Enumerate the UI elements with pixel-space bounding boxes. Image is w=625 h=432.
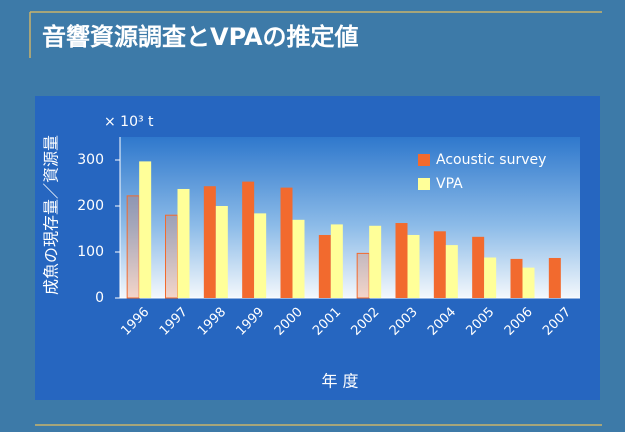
bar bbox=[165, 214, 178, 299]
bar bbox=[407, 234, 420, 298]
y-tick-label: 0 bbox=[95, 290, 104, 306]
y-tick-label: 300 bbox=[77, 152, 104, 168]
plot-area bbox=[120, 137, 580, 298]
bar bbox=[395, 223, 408, 298]
bar bbox=[510, 258, 523, 298]
legend-label: VPA bbox=[436, 176, 463, 192]
bar bbox=[369, 225, 382, 298]
bar bbox=[472, 236, 485, 298]
bar bbox=[242, 181, 255, 298]
bar bbox=[203, 186, 216, 298]
unit-label: × 10³ t bbox=[104, 114, 154, 130]
bar bbox=[139, 161, 152, 298]
legend-swatch bbox=[418, 154, 430, 166]
y-axis-label: 成魚の現存量／資源量 bbox=[42, 135, 61, 295]
bar bbox=[356, 252, 370, 299]
y-tick-label: 100 bbox=[77, 244, 104, 260]
bar bbox=[484, 257, 497, 298]
y-tick-label: 200 bbox=[77, 198, 104, 214]
bar bbox=[433, 231, 446, 298]
bar bbox=[126, 195, 140, 299]
bar bbox=[215, 206, 228, 298]
bar bbox=[330, 224, 343, 298]
legend-label: Acoustic survey bbox=[436, 152, 546, 168]
bar bbox=[522, 267, 535, 298]
bar bbox=[177, 188, 190, 298]
bar bbox=[318, 234, 331, 298]
x-axis-label: 年 度 bbox=[321, 372, 358, 391]
bar bbox=[254, 213, 267, 298]
legend-swatch bbox=[418, 178, 430, 190]
bar bbox=[548, 257, 561, 298]
slide-title: 音響資源調査とVPAの推定値 bbox=[42, 23, 359, 51]
bar bbox=[445, 245, 458, 298]
bar bbox=[280, 187, 293, 298]
bar bbox=[292, 219, 305, 298]
